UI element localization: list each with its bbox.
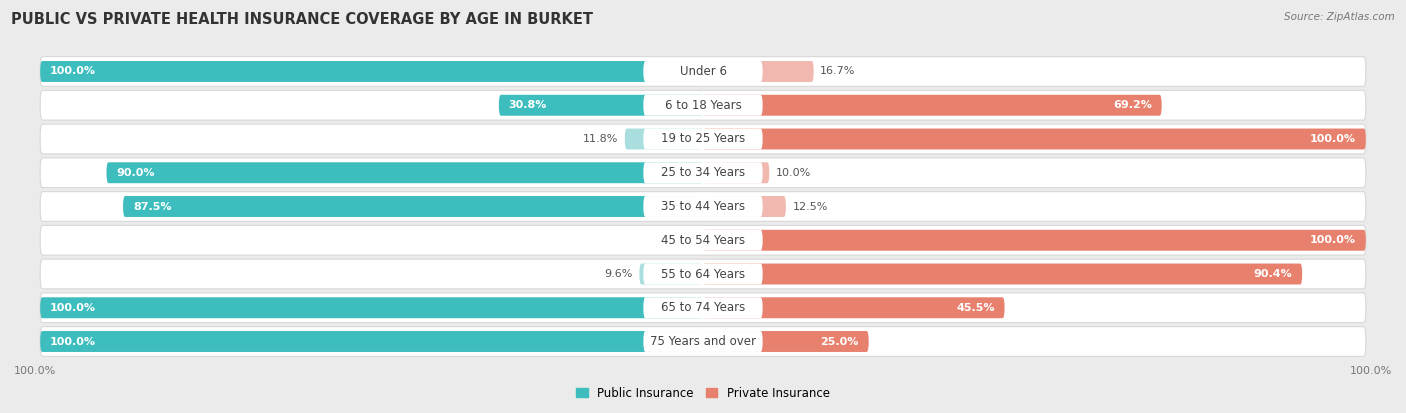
FancyBboxPatch shape [644,230,762,251]
FancyBboxPatch shape [644,61,762,82]
FancyBboxPatch shape [41,57,1365,86]
FancyBboxPatch shape [624,128,703,150]
Text: 75 Years and over: 75 Years and over [650,335,756,348]
FancyBboxPatch shape [644,95,762,116]
Text: 100.0%: 100.0% [1350,366,1392,376]
Text: 30.8%: 30.8% [509,100,547,110]
FancyBboxPatch shape [41,124,1365,154]
Text: 6 to 18 Years: 6 to 18 Years [665,99,741,112]
Text: 35 to 44 Years: 35 to 44 Years [661,200,745,213]
Text: PUBLIC VS PRIVATE HEALTH INSURANCE COVERAGE BY AGE IN BURKET: PUBLIC VS PRIVATE HEALTH INSURANCE COVER… [11,12,593,27]
Text: 87.5%: 87.5% [134,202,172,211]
FancyBboxPatch shape [41,327,1365,356]
FancyBboxPatch shape [703,162,769,183]
FancyBboxPatch shape [703,297,1004,318]
FancyBboxPatch shape [41,331,703,352]
FancyBboxPatch shape [703,331,869,352]
FancyBboxPatch shape [703,128,1365,150]
Text: 100.0%: 100.0% [51,66,96,76]
FancyBboxPatch shape [644,128,762,150]
Text: 90.0%: 90.0% [117,168,155,178]
Text: 55 to 64 Years: 55 to 64 Years [661,268,745,280]
FancyBboxPatch shape [41,90,1365,120]
Text: 11.8%: 11.8% [582,134,619,144]
FancyBboxPatch shape [644,297,762,318]
Text: 45.5%: 45.5% [956,303,994,313]
FancyBboxPatch shape [41,158,1365,188]
FancyBboxPatch shape [41,225,1365,255]
Text: Under 6: Under 6 [679,65,727,78]
Text: 69.2%: 69.2% [1114,100,1152,110]
FancyBboxPatch shape [644,331,762,352]
Text: 100.0%: 100.0% [14,366,56,376]
FancyBboxPatch shape [499,95,703,116]
Text: 100.0%: 100.0% [51,303,96,313]
Text: 100.0%: 100.0% [51,337,96,347]
Text: 90.4%: 90.4% [1254,269,1292,279]
FancyBboxPatch shape [41,61,703,82]
FancyBboxPatch shape [124,196,703,217]
Text: 100.0%: 100.0% [1310,235,1355,245]
FancyBboxPatch shape [703,95,1161,116]
Legend: Public Insurance, Private Insurance: Public Insurance, Private Insurance [571,382,835,405]
Text: 45 to 54 Years: 45 to 54 Years [661,234,745,247]
FancyBboxPatch shape [41,259,1365,289]
FancyBboxPatch shape [41,293,1365,323]
Text: 9.6%: 9.6% [605,269,633,279]
FancyBboxPatch shape [640,263,703,285]
FancyBboxPatch shape [703,196,786,217]
Text: 25.0%: 25.0% [820,337,859,347]
FancyBboxPatch shape [644,263,762,285]
Text: Source: ZipAtlas.com: Source: ZipAtlas.com [1284,12,1395,22]
FancyBboxPatch shape [703,61,814,82]
Text: 12.5%: 12.5% [793,202,828,211]
FancyBboxPatch shape [41,192,1365,221]
FancyBboxPatch shape [644,162,762,183]
Text: 19 to 25 Years: 19 to 25 Years [661,133,745,145]
FancyBboxPatch shape [703,263,1302,285]
FancyBboxPatch shape [41,297,703,318]
FancyBboxPatch shape [644,196,762,217]
FancyBboxPatch shape [703,230,1365,251]
Text: 100.0%: 100.0% [1310,134,1355,144]
Text: 16.7%: 16.7% [820,66,856,76]
Text: 65 to 74 Years: 65 to 74 Years [661,301,745,314]
Text: 25 to 34 Years: 25 to 34 Years [661,166,745,179]
FancyBboxPatch shape [107,162,703,183]
Text: 10.0%: 10.0% [776,168,811,178]
